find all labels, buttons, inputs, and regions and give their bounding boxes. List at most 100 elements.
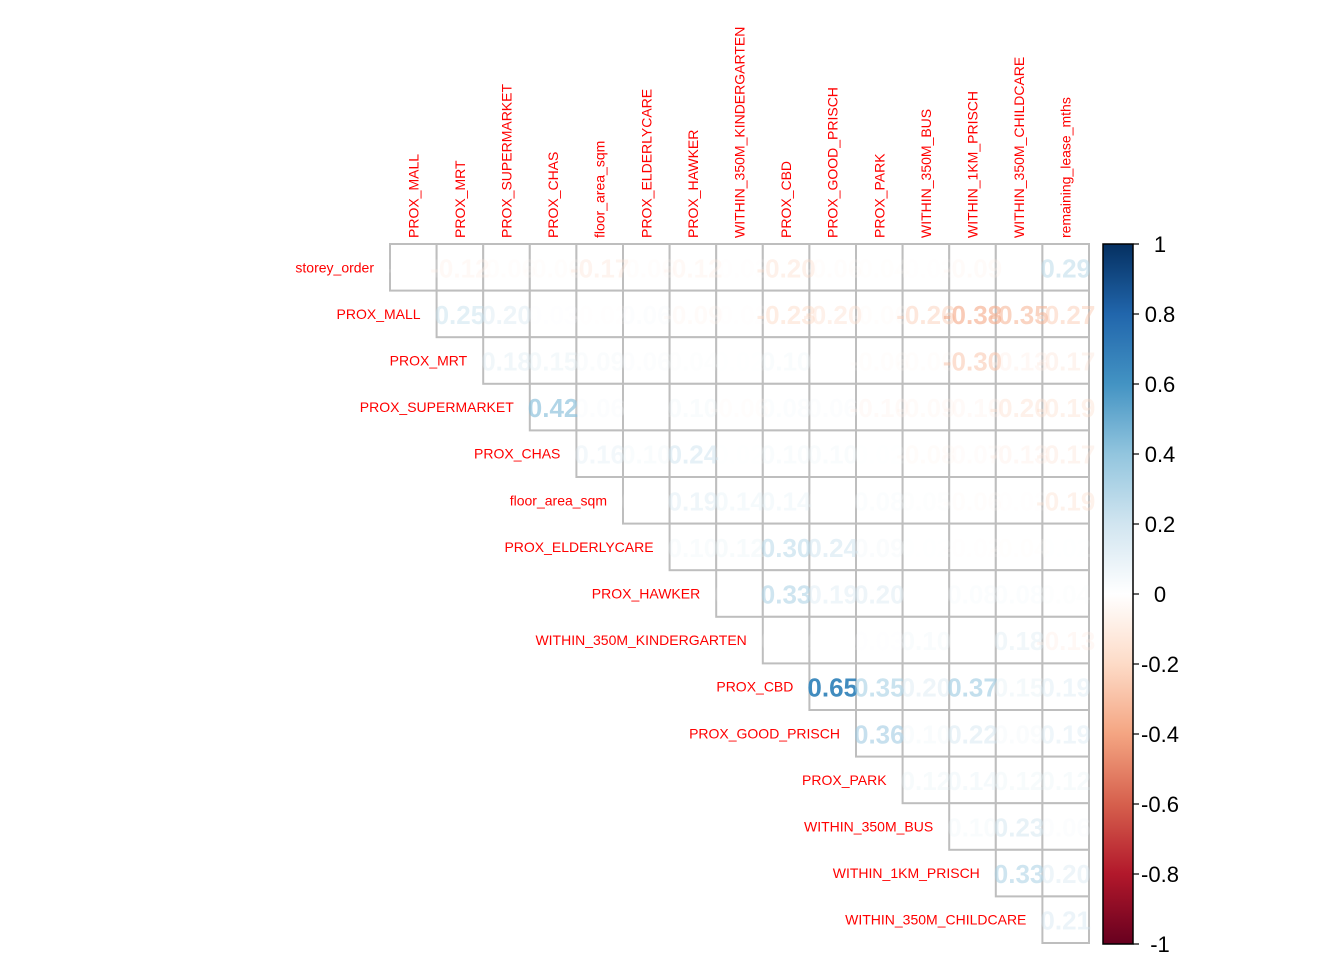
cell-value: 0.01: [761, 626, 812, 656]
cell-value: -0.30: [943, 347, 1002, 377]
cell-border: [808, 522, 858, 572]
cell-value: 0.01: [621, 393, 672, 423]
column-label: WITHIN_350M_CHILDCARE: [1011, 57, 1027, 238]
cell-value: 0.02: [1040, 533, 1091, 563]
cell-value: 0.01: [807, 347, 858, 377]
cell-value: 0.00: [901, 580, 952, 610]
colorbar-tick-label: -0.6: [1141, 792, 1179, 817]
cell-value: 0.15: [528, 347, 579, 377]
cell-value: -0.19: [1036, 486, 1095, 516]
cell-value: 0.10: [761, 440, 812, 470]
cell-value: -0.12: [663, 253, 722, 283]
cell-border: [948, 802, 997, 851]
cell-border: [855, 569, 904, 618]
cell-value: 0.09: [854, 533, 905, 563]
row-label: PROX_SUPERMARKET: [360, 399, 514, 415]
cell-border: [855, 522, 904, 572]
cell-border: [901, 569, 951, 618]
cell-value: -0.10: [850, 393, 909, 423]
cell-border: [761, 289, 811, 339]
cell-value: -0.20: [803, 300, 862, 330]
row-label: WITHIN_1KM_PRISCH: [833, 865, 980, 881]
cell-value: 0.03: [854, 626, 905, 656]
cell-value: 0.18: [481, 347, 532, 377]
cell-border: [668, 243, 718, 292]
cell-border: [668, 336, 718, 385]
cell-border: [1041, 895, 1091, 945]
cell-value: 0.02: [714, 440, 765, 470]
cell-value: -0.17: [1036, 440, 1095, 470]
cell-value: -0.10: [943, 393, 1002, 423]
cell-border: [761, 569, 811, 618]
cell-value: 0.10: [901, 626, 952, 656]
cell-value: -0.06: [477, 253, 536, 283]
cell-value: 0.22: [947, 719, 998, 749]
cell-border: [1041, 382, 1091, 432]
cell-border: [1041, 522, 1091, 572]
cell-value: 0.08: [854, 486, 905, 516]
cell-value: 0.00: [807, 486, 858, 516]
cell-border: [994, 429, 1044, 478]
cell-value: -0.13: [1036, 626, 1095, 656]
column-label: PROX_ELDERLYCARE: [638, 89, 654, 238]
cell-value: -0.13: [989, 440, 1048, 470]
cell-value: 0.10: [621, 440, 672, 470]
cell-value: 0.04: [668, 347, 719, 377]
cell-value: -0.06: [943, 486, 1002, 516]
cell-value: 0.10: [668, 393, 719, 423]
cell-border: [668, 476, 718, 525]
colorbar-tick-label: -0.4: [1141, 722, 1179, 747]
cell-value: -0.09: [663, 300, 722, 330]
column-label: WITHIN_350M_BUS: [918, 109, 934, 238]
cell-value: 0.01: [807, 626, 858, 656]
cell-value: 0.10: [668, 533, 719, 563]
column-label: PROX_CBD: [778, 161, 794, 238]
cell-border: [901, 336, 951, 385]
cell-value: 0.12: [1040, 766, 1091, 796]
cell-value: 0.20: [854, 580, 905, 610]
row-label: PROX_ELDERLYCARE: [504, 539, 653, 555]
cell-value: 0.12: [901, 766, 952, 796]
cell-value: -0.17: [570, 253, 629, 283]
colorbar-legend: 1 0.8 0.6 0.4 0.2 0 -0.2 -0.4 -0.6 -0.8 -1: [1102, 232, 1179, 957]
cell-border: [994, 243, 1044, 292]
cell-border: [808, 382, 858, 432]
cell-border: [622, 243, 671, 292]
cell-border: [715, 429, 764, 478]
cell-value: 0.04: [1040, 580, 1091, 610]
column-label: PROX_GOOD_PRISCH: [825, 87, 841, 238]
row-labels: storey_order PROX_MALL PROX_MRT PROX_SUPERM…: [295, 259, 1026, 927]
row-label: PROX_PARK: [802, 772, 887, 788]
cell-border: [808, 476, 858, 525]
cell-value: 0.00: [994, 253, 1045, 283]
cell-border: [761, 522, 811, 572]
cell-value: -0.04: [989, 533, 1049, 563]
column-label: WITHIN_350M_KINDERGARTEN: [732, 27, 748, 238]
cell-value: 0.10: [761, 347, 812, 377]
cell-value: 0.29: [1040, 253, 1091, 283]
column-label: PROX_CHAS: [545, 152, 561, 238]
cell-border: [575, 336, 625, 385]
cell-value: 0.10: [807, 440, 858, 470]
cell-border: [994, 848, 1044, 898]
colorbar-tick-label: 0.4: [1145, 442, 1176, 467]
cell-value: -0.02: [943, 533, 1002, 563]
cell-border: [622, 429, 671, 478]
cell-value: 0.19: [807, 580, 858, 610]
colorbar-ticks: 1 0.8 0.6 0.4 0.2 0 -0.2 -0.4 -0.6 -0.8 -1: [1133, 232, 1179, 957]
cell-value: 0.23: [994, 813, 1045, 843]
column-label: PROX_MRT: [452, 160, 468, 238]
cell-border: [994, 662, 1044, 712]
cell-value: -0.02: [989, 486, 1048, 516]
cell-value: 0.37: [947, 673, 998, 703]
cell-value: -0.17: [1036, 347, 1095, 377]
cell-value: -0.01: [384, 253, 443, 283]
cell-value: -0.12: [430, 253, 489, 283]
cell-border: [761, 382, 811, 432]
cell-value: -0.06: [896, 347, 955, 377]
cell-border: [575, 429, 625, 478]
cell-border: [808, 662, 858, 712]
cell-border: [994, 476, 1044, 525]
cell-value: -0.08: [896, 440, 955, 470]
